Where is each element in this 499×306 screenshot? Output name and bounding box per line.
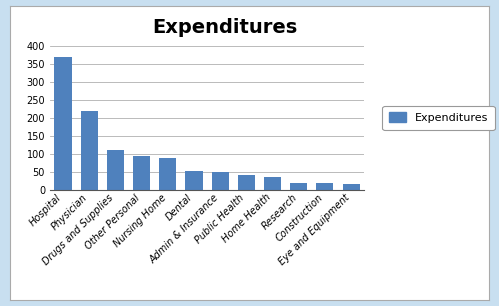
Bar xyxy=(107,150,124,190)
Text: Expenditures: Expenditures xyxy=(152,18,297,37)
Bar xyxy=(159,158,176,190)
Bar xyxy=(316,183,333,190)
Bar xyxy=(54,57,71,190)
Bar xyxy=(264,177,281,190)
Bar xyxy=(238,175,255,190)
Bar xyxy=(343,184,360,190)
Bar xyxy=(212,172,229,190)
Bar xyxy=(290,183,307,190)
Bar xyxy=(133,155,150,190)
Bar xyxy=(186,171,203,190)
Bar xyxy=(81,111,98,190)
Legend: Expenditures: Expenditures xyxy=(382,106,495,130)
